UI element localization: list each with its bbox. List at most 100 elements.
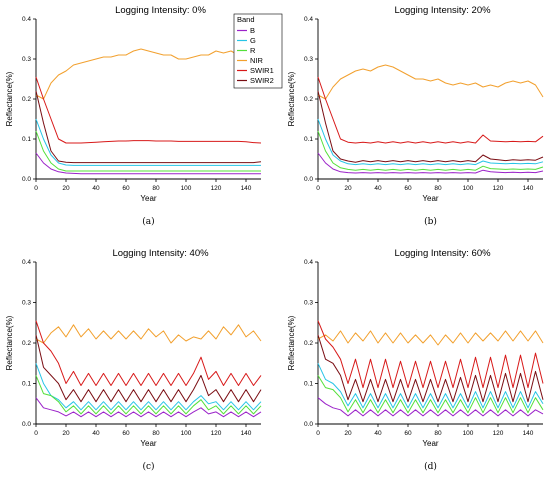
x-tick-label: 140 bbox=[523, 430, 534, 437]
legend-label-r: R bbox=[250, 46, 256, 55]
x-axis-title: Year bbox=[140, 194, 157, 203]
y-tick-label: 0.0 bbox=[304, 176, 313, 183]
series-line-g bbox=[35, 118, 261, 166]
panel-title: Logging Intensity: 40% bbox=[112, 248, 209, 259]
series-line-nir bbox=[317, 64, 544, 100]
legend-label-g: G bbox=[250, 36, 256, 45]
x-tick-label: 20 bbox=[62, 185, 70, 192]
series-line-swir2 bbox=[317, 334, 544, 403]
y-tick-label: 0.4 bbox=[22, 259, 31, 266]
series-line-swir2 bbox=[35, 334, 262, 403]
x-tick-label: 0 bbox=[316, 430, 320, 437]
x-tick-label: 20 bbox=[344, 185, 352, 192]
x-tick-label: 40 bbox=[92, 430, 100, 437]
series-line-swir1 bbox=[317, 320, 544, 389]
x-tick-label: 140 bbox=[523, 185, 534, 192]
panel-title: Logging Intensity: 60% bbox=[394, 248, 491, 259]
x-tick-label: 120 bbox=[211, 185, 222, 192]
y-axis-title: Reflectance(%) bbox=[5, 71, 14, 126]
x-tick-label: 100 bbox=[181, 430, 192, 437]
y-tick-label: 0.0 bbox=[22, 421, 31, 428]
y-tick-label: 0.0 bbox=[22, 176, 31, 183]
x-tick-label: 0 bbox=[316, 185, 320, 192]
y-axis-title: Reflectance(%) bbox=[5, 315, 14, 370]
series-line-g bbox=[35, 363, 262, 411]
y-tick-label: 0.4 bbox=[304, 259, 313, 266]
series-line-b bbox=[35, 152, 261, 175]
series-line-g bbox=[317, 363, 544, 409]
x-tick-label: 0 bbox=[34, 430, 38, 437]
legend-label-nir: NIR bbox=[250, 56, 264, 65]
x-tick-label: 80 bbox=[152, 430, 160, 437]
legend-label-b: B bbox=[250, 26, 255, 35]
series-line-r bbox=[317, 130, 544, 171]
y-tick-label: 0.4 bbox=[304, 16, 313, 23]
y-tick-label: 0.2 bbox=[304, 96, 313, 103]
panel-caption: (a) bbox=[142, 216, 154, 227]
series-line-g bbox=[317, 118, 544, 166]
x-axis-title: Year bbox=[422, 439, 439, 448]
x-axis-title: Year bbox=[140, 439, 157, 448]
x-axis-title: Year bbox=[422, 194, 439, 203]
x-tick-label: 60 bbox=[404, 185, 412, 192]
y-tick-label: 0.3 bbox=[22, 300, 31, 307]
x-tick-label: 80 bbox=[434, 185, 442, 192]
x-tick-label: 120 bbox=[493, 430, 504, 437]
series-line-nir bbox=[317, 330, 544, 346]
x-tick-label: 80 bbox=[434, 430, 442, 437]
series-line-b bbox=[317, 152, 544, 174]
chart-panel-c: 0.0 0.1 0.2 0.3 0.4 0 20 40 60 80 100 120 140 Year Ref… bbox=[5, 248, 262, 472]
y-tick-label: 0.4 bbox=[22, 16, 31, 23]
x-tick-label: 20 bbox=[344, 430, 352, 437]
x-tick-label: 40 bbox=[92, 185, 100, 192]
series-line-swir1 bbox=[317, 76, 544, 144]
series-line-r bbox=[35, 375, 262, 415]
x-tick-label: 140 bbox=[241, 185, 252, 192]
x-tick-label: 40 bbox=[374, 430, 382, 437]
series-line-nir bbox=[35, 48, 262, 100]
series-line-swir2 bbox=[317, 90, 544, 163]
series-line-swir2 bbox=[35, 90, 262, 164]
panel-caption: (c) bbox=[142, 461, 154, 472]
x-tick-label: 60 bbox=[122, 185, 130, 192]
x-tick-label: 100 bbox=[181, 185, 192, 192]
y-tick-label: 0.2 bbox=[22, 340, 31, 347]
y-tick-label: 0.2 bbox=[22, 96, 31, 103]
chart-panel-a: 0.0 0.1 0.2 0.3 0.4 0 20 40 60 80 100 120 140 Year Ref… bbox=[5, 5, 283, 227]
panel-caption: (b) bbox=[424, 216, 437, 227]
series-line-swir1 bbox=[35, 320, 262, 386]
x-tick-label: 120 bbox=[211, 430, 222, 437]
y-axis-title: Reflectance(%) bbox=[287, 315, 296, 370]
series-line-b bbox=[317, 397, 544, 417]
y-tick-label: 0.1 bbox=[304, 136, 313, 143]
y-tick-label: 0.1 bbox=[304, 381, 313, 388]
x-tick-label: 100 bbox=[463, 430, 474, 437]
y-tick-label: 0.3 bbox=[304, 300, 313, 307]
panel-title: Logging Intensity: 0% bbox=[115, 5, 206, 16]
x-tick-label: 40 bbox=[374, 185, 382, 192]
legend-title: Band bbox=[237, 15, 255, 24]
panel-title: Logging Intensity: 20% bbox=[394, 5, 491, 16]
y-tick-label: 0.2 bbox=[304, 340, 313, 347]
x-tick-label: 140 bbox=[241, 430, 252, 437]
series-line-swir1 bbox=[35, 76, 262, 144]
panel-caption: (d) bbox=[424, 461, 437, 472]
y-tick-label: 0.1 bbox=[22, 381, 31, 388]
x-tick-label: 120 bbox=[493, 185, 504, 192]
x-tick-label: 0 bbox=[34, 185, 38, 192]
x-tick-label: 80 bbox=[152, 185, 160, 192]
y-axis-title: Reflectance(%) bbox=[287, 71, 296, 126]
legend-label-swir2: SWIR2 bbox=[250, 76, 274, 85]
series-line-nir bbox=[35, 324, 262, 344]
series-line-b bbox=[35, 397, 262, 418]
series-line-r bbox=[35, 130, 261, 172]
x-tick-label: 60 bbox=[404, 430, 412, 437]
series-line-r bbox=[317, 375, 544, 414]
legend-label-swir1: SWIR1 bbox=[250, 66, 274, 75]
x-tick-label: 100 bbox=[463, 185, 474, 192]
x-tick-label: 20 bbox=[62, 430, 70, 437]
y-tick-label: 0.3 bbox=[22, 56, 31, 63]
